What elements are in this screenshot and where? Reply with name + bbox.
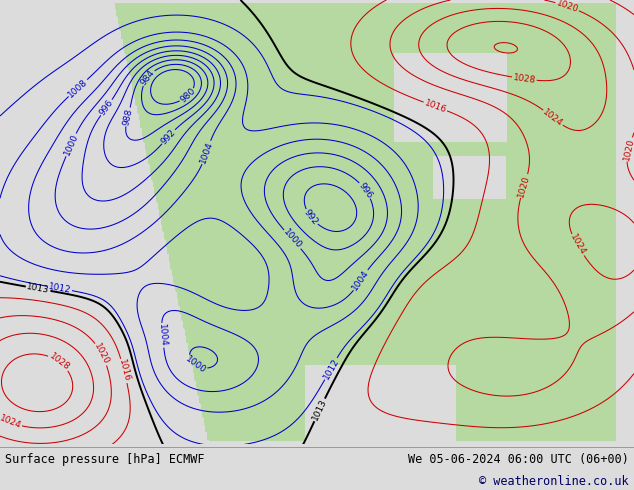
Text: 1004: 1004 <box>351 268 371 292</box>
Text: 1020: 1020 <box>555 0 579 14</box>
Text: 1028: 1028 <box>512 73 536 85</box>
Text: 1004: 1004 <box>198 140 215 165</box>
Text: 992: 992 <box>159 127 178 146</box>
Text: 1012: 1012 <box>321 357 340 381</box>
Text: 1008: 1008 <box>67 77 89 99</box>
Text: 996: 996 <box>357 181 374 200</box>
Text: 984: 984 <box>139 68 157 87</box>
Text: 1020: 1020 <box>517 174 532 198</box>
Text: 1024: 1024 <box>541 107 565 128</box>
Text: 1000: 1000 <box>62 132 80 157</box>
Text: 1016: 1016 <box>117 359 131 383</box>
Text: 1013: 1013 <box>311 397 328 422</box>
Text: 980: 980 <box>178 87 197 105</box>
Text: Surface pressure [hPa] ECMWF: Surface pressure [hPa] ECMWF <box>5 452 205 466</box>
Text: We 05-06-2024 06:00 UTC (06+00): We 05-06-2024 06:00 UTC (06+00) <box>408 452 629 466</box>
Text: 1012: 1012 <box>48 282 72 295</box>
Text: 996: 996 <box>98 98 115 117</box>
Text: 1013: 1013 <box>26 282 50 295</box>
Text: 1024: 1024 <box>0 414 22 431</box>
Text: 1028: 1028 <box>48 351 71 372</box>
Text: 1016: 1016 <box>423 98 448 115</box>
Text: 1024: 1024 <box>568 233 587 257</box>
Text: 988: 988 <box>122 107 134 126</box>
Text: © weatheronline.co.uk: © weatheronline.co.uk <box>479 475 629 489</box>
Text: 1020: 1020 <box>93 342 111 367</box>
Text: 992: 992 <box>302 208 320 227</box>
Text: 1004: 1004 <box>157 323 168 347</box>
Text: 1020: 1020 <box>622 137 634 161</box>
Text: 1000: 1000 <box>281 228 304 251</box>
Text: 1000: 1000 <box>183 355 207 376</box>
